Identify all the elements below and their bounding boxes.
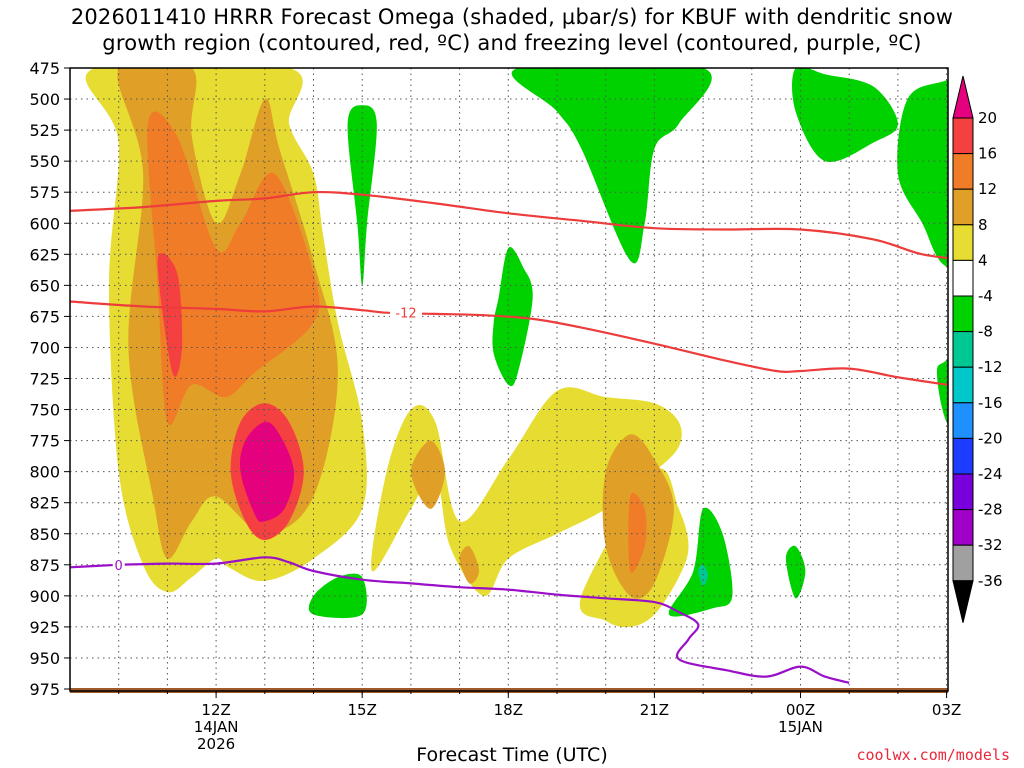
colorbar-label: 8 [978, 216, 988, 234]
x-tick-label: 21Z [640, 701, 669, 719]
y-tick-label: 600 [29, 214, 60, 233]
freezing-contour-label: 0 [115, 559, 123, 574]
colorbar-bin [952, 188, 974, 226]
x-tick-label: 18Z [494, 701, 523, 719]
plot-frame [69, 67, 949, 692]
x-tick-label: 2026 [197, 735, 235, 753]
omega-region-4 [410, 440, 445, 509]
credit-link[interactable]: coolwx.com/models [856, 746, 1010, 764]
omega-region-17 [936, 358, 948, 425]
colorbar-max-arrow [952, 75, 974, 119]
omega-region-16 [897, 79, 948, 268]
colorbar-bin [952, 117, 974, 155]
colorbar-bin [952, 473, 974, 511]
y-tick-label: 525 [29, 121, 60, 140]
chart-title-line-1: 2026011410 HRRR Forecast Omega (shaded, … [70, 5, 954, 29]
omega-region-1 [371, 387, 682, 596]
omega-shaded-layer [85, 68, 948, 628]
colorbar-bin [952, 153, 974, 190]
freezing-label-bg [112, 556, 125, 573]
y-tick-label: 700 [29, 338, 60, 357]
y-tick-label: 875 [29, 556, 60, 575]
colorbar-label: -4 [978, 287, 993, 305]
colorbar-label: -12 [978, 358, 1003, 376]
dgz-contour-label: -12 [395, 307, 416, 322]
colorbar-min-arrow [952, 580, 974, 623]
colorbar-label: -20 [978, 429, 1003, 447]
pressure-axis: 475 500 525 550 575 600 625 650 675 700 725 750 775 8… [29, 59, 70, 699]
omega-region-13 [511, 68, 712, 264]
x-tick-label: 15Z [348, 701, 377, 719]
colorbar-bin [952, 437, 974, 475]
y-tick-label: 575 [29, 183, 60, 202]
x-axis-title: Forecast Time (UTC) [416, 744, 608, 766]
y-tick-label: 625 [29, 245, 60, 264]
colorbar-bin [952, 509, 974, 546]
y-tick-label: 675 [29, 307, 60, 326]
chart-title-line-2: growth region (contoured, red, ºC) and f… [102, 31, 922, 55]
omega-region-21 [785, 545, 806, 599]
colorbar-bin [952, 331, 974, 368]
colorbar-bin [952, 402, 974, 439]
colorbar-label: 20 [978, 109, 997, 127]
y-tick-label: 950 [29, 649, 60, 668]
omega-region-7 [147, 111, 320, 426]
colorbar: 20 16 12 8 4 -4 -8 -12 -16 -20 -24 -28 -32 -36 [952, 75, 1003, 623]
colorbar-bin [952, 295, 974, 333]
x-tick-label: 12Z [201, 701, 230, 719]
dgz-contour-1 [70, 300, 948, 387]
omega-region-11 [239, 421, 295, 523]
colorbar-label: -24 [978, 465, 1003, 483]
grid-lines [70, 68, 948, 691]
y-tick-label: 750 [29, 401, 60, 420]
omega-region-5 [459, 545, 480, 584]
colorbar-label: 16 [978, 145, 997, 163]
y-tick-label: 900 [29, 587, 60, 606]
colorbar-label: 12 [978, 180, 997, 198]
y-tick-label: 925 [29, 618, 60, 637]
dgz-label-bg [390, 304, 423, 321]
y-tick-label: 825 [29, 494, 60, 513]
colorbar-bin [952, 544, 974, 582]
colorbar-label: -32 [978, 536, 1003, 554]
colorbar-label: -36 [978, 572, 1003, 590]
dgz-contour-0 [70, 190, 948, 260]
x-tick-label: 15JAN [778, 718, 823, 736]
colorbar-bin [952, 224, 974, 261]
y-tick-label: 725 [29, 370, 60, 389]
x-tick-label: 00Z [786, 701, 815, 719]
freezing-level-contour [70, 556, 850, 684]
colorbar-label: -28 [978, 501, 1003, 519]
colorbar-bin [952, 259, 974, 297]
colorbar-label: -16 [978, 394, 1003, 412]
contour-layer: -12 0 [70, 190, 948, 684]
x-tick-label: 14JAN [194, 718, 239, 736]
y-tick-label: 975 [29, 680, 60, 699]
colorbar-bin [952, 366, 974, 404]
x-tick-label: 03Z [932, 701, 961, 719]
omega-region-9 [157, 253, 183, 377]
y-tick-label: 800 [29, 463, 60, 482]
y-tick-label: 850 [29, 525, 60, 544]
omega-region-15 [792, 68, 898, 163]
y-tick-label: 650 [29, 276, 60, 295]
omega-region-19 [668, 507, 733, 617]
omega-region-18 [308, 573, 367, 619]
y-tick-label: 500 [29, 90, 60, 109]
y-tick-label: 550 [29, 152, 60, 171]
colorbar-label: -8 [978, 323, 993, 341]
y-tick-label: 775 [29, 432, 60, 451]
y-tick-label: 475 [29, 59, 60, 78]
omega-region-8 [628, 492, 647, 573]
colorbar-label: 4 [978, 251, 988, 269]
